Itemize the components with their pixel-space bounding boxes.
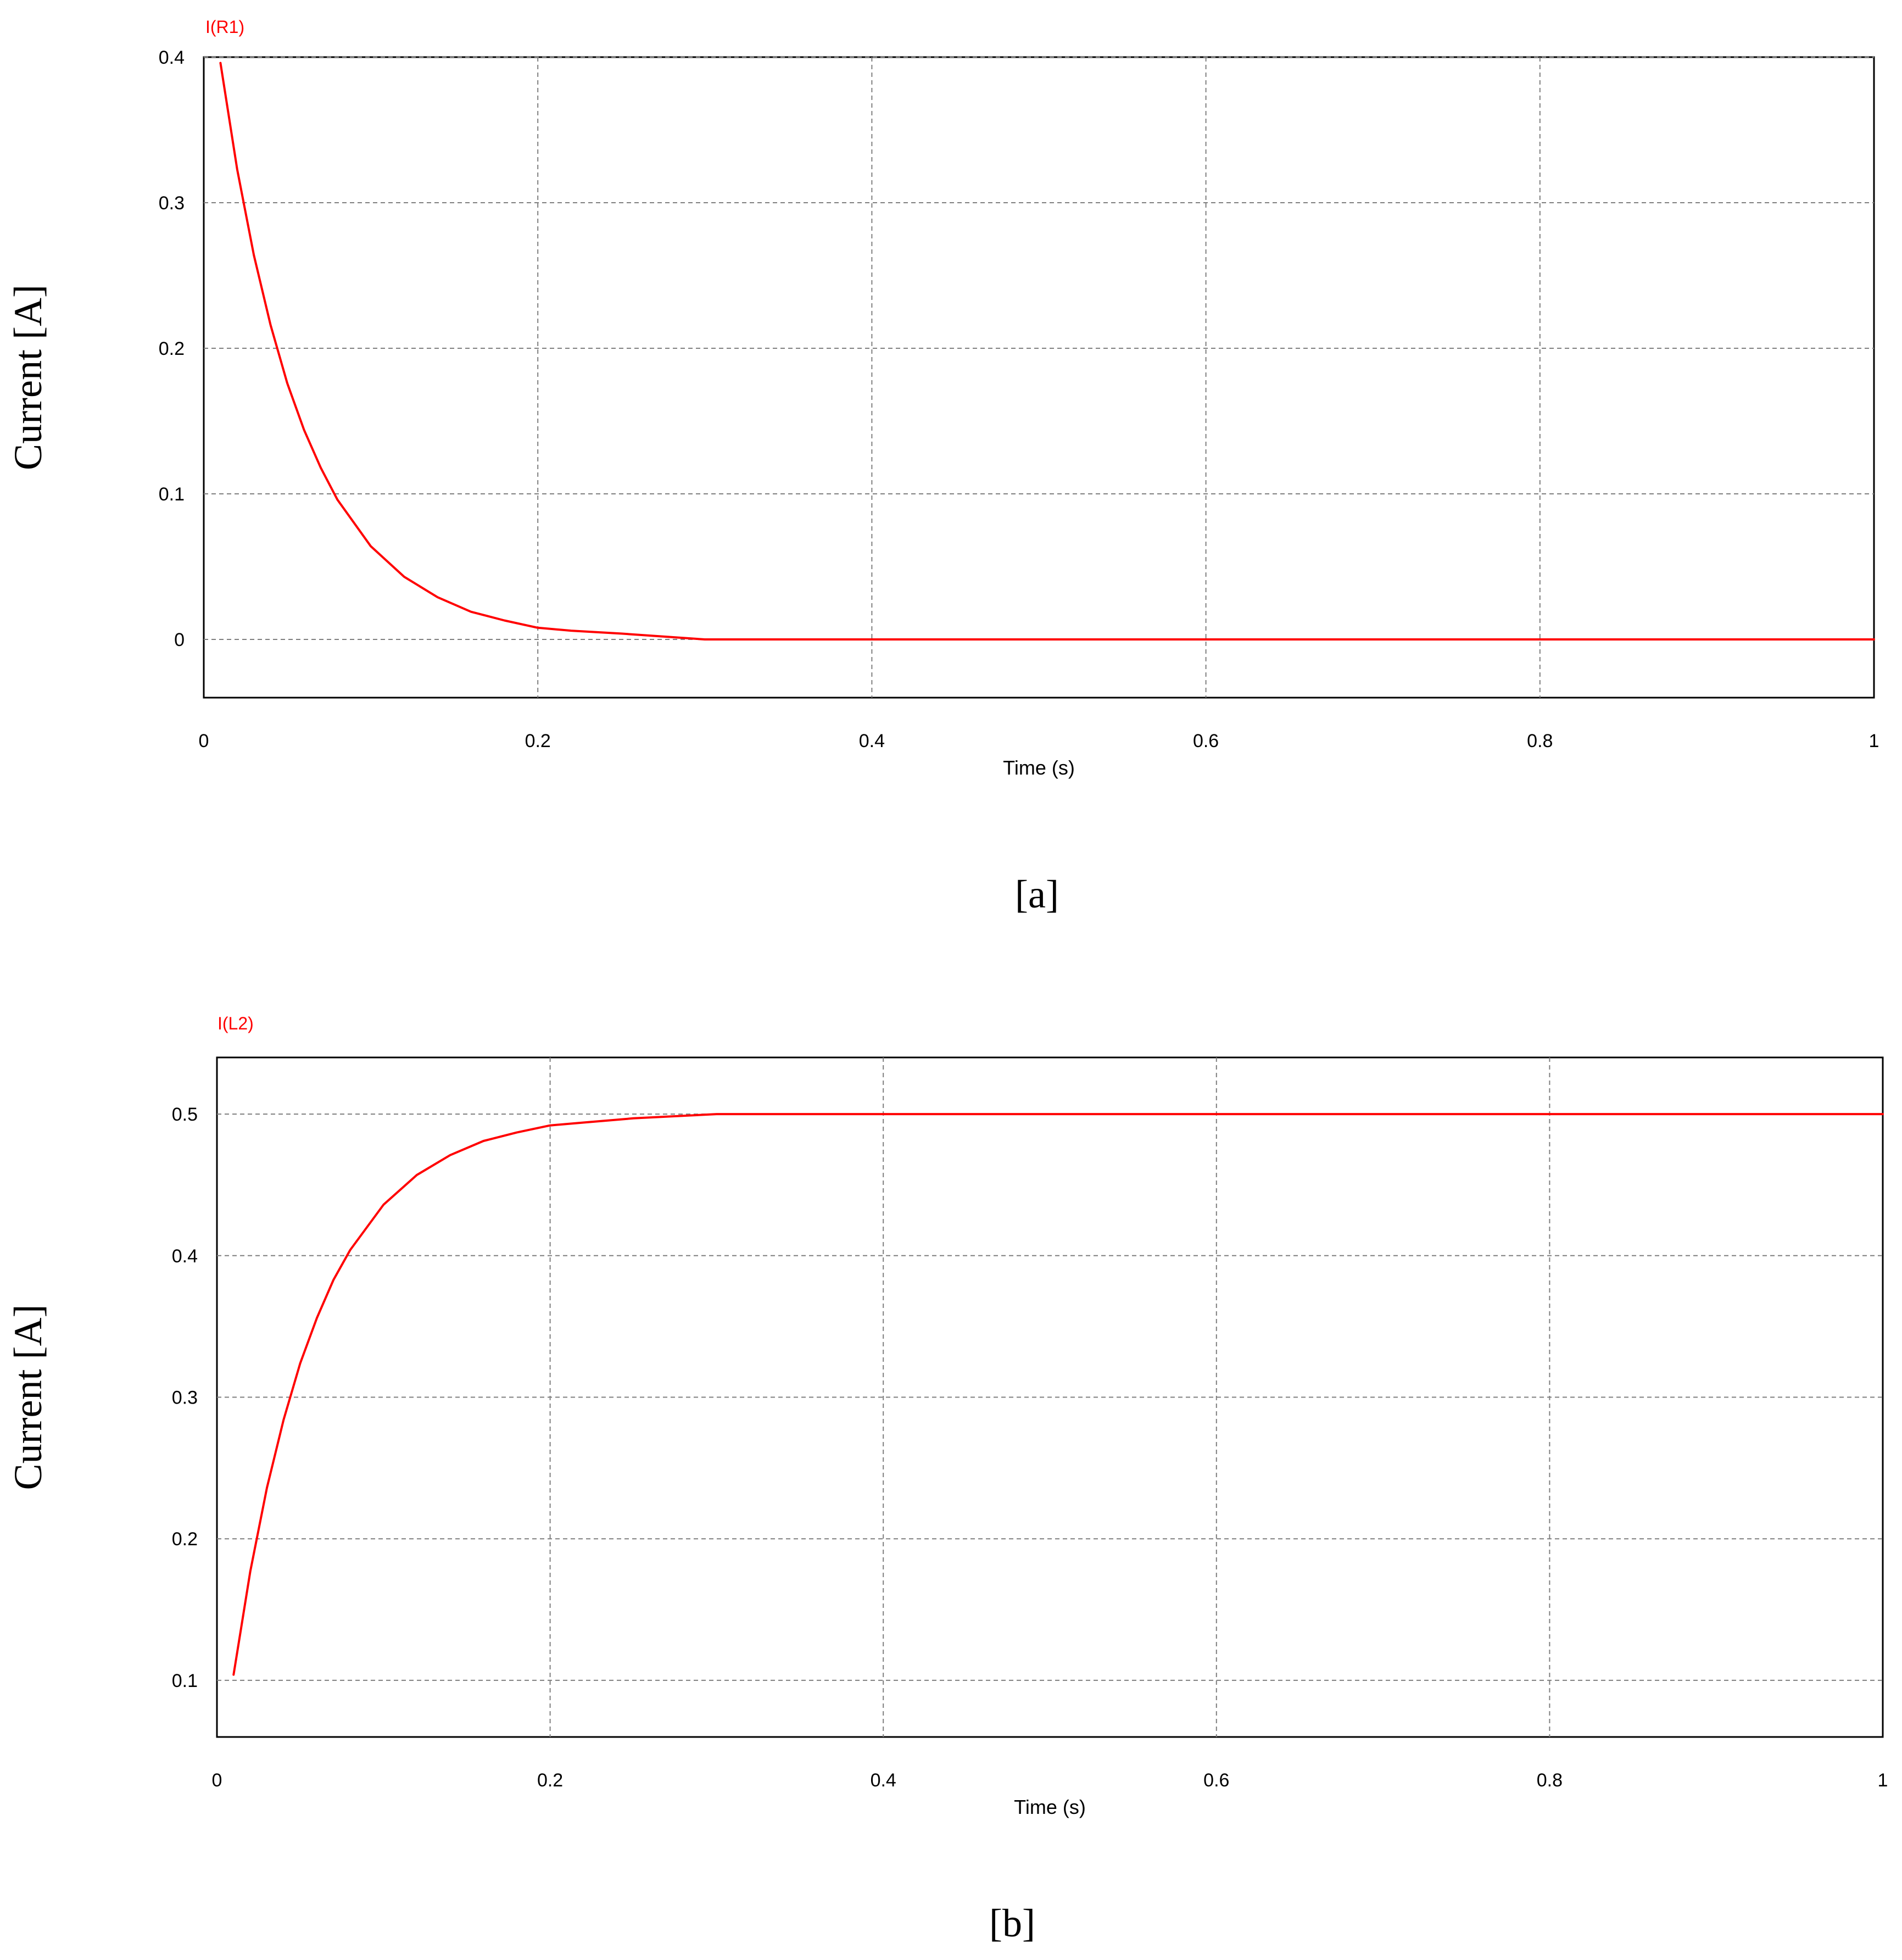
x-tick-label: 0.6 — [1203, 1770, 1229, 1791]
y-axis-label: Current [A] — [6, 1305, 50, 1490]
y-tick-label: 0.4 — [172, 1246, 198, 1267]
x-tick-label: 0 — [199, 731, 209, 751]
y-tick-label: 0.3 — [159, 193, 185, 214]
y-tick-label: 0 — [174, 630, 185, 650]
y-tick-label: 0.5 — [172, 1104, 198, 1125]
series-tag: I(L2) — [217, 1014, 254, 1033]
x-tick-label: 0.8 — [1527, 731, 1553, 751]
x-tick-label: 0.6 — [1193, 731, 1219, 751]
y-tick-label: 0.3 — [172, 1388, 198, 1408]
series-line — [219, 62, 1875, 641]
x-tick-label: 1 — [1878, 1770, 1888, 1791]
y-tick-label: 0.4 — [159, 47, 185, 68]
panel-label: [b] — [989, 1901, 1035, 1945]
y-axis-label: Current [A] — [6, 285, 50, 470]
chart-panel-a: 0 0.2 0.4 0.6 0.8 1 0 0.1 0.2 0.3 0.4 I(R1) Time (s)… — [6, 17, 1879, 916]
x-tick-label: 0.4 — [859, 731, 885, 751]
y-tick-label: 0.2 — [172, 1529, 198, 1550]
x-axis-label: Time (s) — [1003, 756, 1075, 779]
x-tick-label: 1 — [1869, 731, 1879, 751]
series-line — [232, 1113, 1884, 1676]
x-tick-label: 0.8 — [1537, 1770, 1563, 1791]
x-tick-label: 0.2 — [537, 1770, 563, 1791]
panel-label: [a] — [1015, 872, 1059, 916]
y-tick-label: 0.2 — [159, 338, 185, 359]
x-tick-label: 0.4 — [871, 1770, 896, 1791]
series-tag: I(R1) — [205, 17, 244, 37]
x-tick-label: 0 — [212, 1770, 222, 1791]
chart-panel-b: 0 0.2 0.4 0.6 0.8 1 0.1 0.2 0.3 0.4 0.5 I(L2) Time (… — [6, 1014, 1888, 1945]
plot-frame — [203, 56, 1875, 699]
x-axis-label: Time (s) — [1014, 1796, 1086, 1818]
y-tick-label: 0.1 — [159, 484, 185, 505]
y-tick-label: 0.1 — [172, 1671, 198, 1691]
x-tick-label: 0.2 — [525, 731, 551, 751]
